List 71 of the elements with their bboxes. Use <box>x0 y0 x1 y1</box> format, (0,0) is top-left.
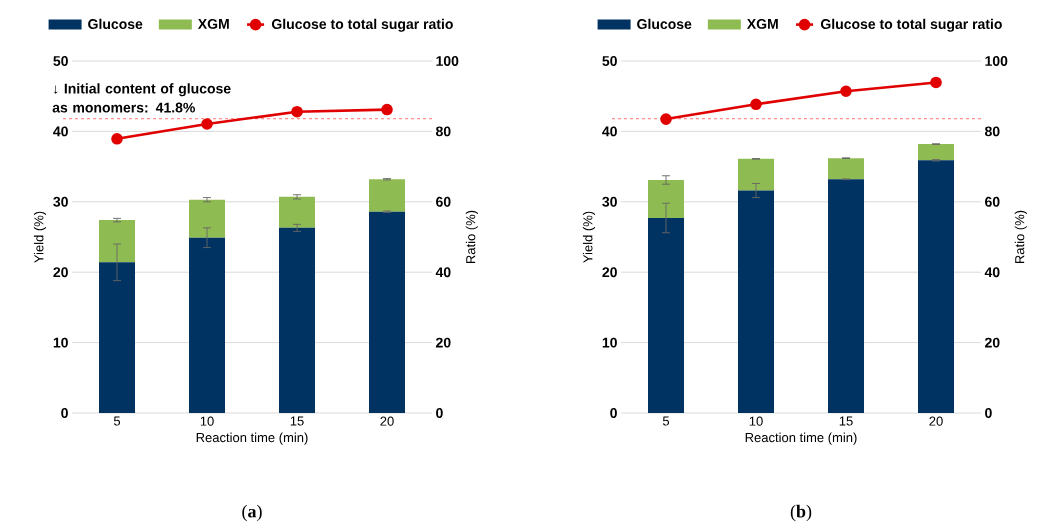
bar <box>828 158 865 180</box>
bar <box>738 190 775 413</box>
y-axis-title: Yield (%) <box>33 211 47 263</box>
bar <box>369 211 405 413</box>
point <box>660 113 672 125</box>
y2-tick-label: 40 <box>984 267 1000 278</box>
bar <box>738 158 775 191</box>
bar <box>369 179 405 212</box>
bar <box>99 262 136 413</box>
y-tick-label: 0 <box>61 408 68 418</box>
y2-tick-label: 0 <box>985 408 992 418</box>
x-tick-label: 20 <box>929 416 943 426</box>
point <box>840 85 852 98</box>
point <box>750 98 762 111</box>
y-tick-label: 40 <box>53 126 68 137</box>
y2-axis-title: Ratio (%) <box>1014 210 1027 264</box>
text: (b) <box>790 504 812 522</box>
y-tick-label: 40 <box>602 126 617 137</box>
point <box>381 103 393 116</box>
legend-label: XGM <box>197 18 229 29</box>
y2-tick-label: 0 <box>436 408 443 418</box>
x-axis-title: Reaction time (min) <box>745 432 857 445</box>
y-tick-label: 50 <box>602 56 617 66</box>
bar <box>99 220 136 263</box>
point <box>111 132 123 145</box>
y-tick-label: 0 <box>610 408 617 418</box>
y2-tick-label: 60 <box>436 196 451 207</box>
point <box>291 105 303 118</box>
y-tick-label: 10 <box>53 337 68 348</box>
bar <box>279 196 315 228</box>
y2-tick-label: 100 <box>985 56 1008 66</box>
ref-line-label: ↓ Initial content of glucose as monomers: 41.8% <box>52 83 231 113</box>
legend-label: Glucose <box>88 18 143 30</box>
y2-tick-label: 100 <box>436 56 459 66</box>
y-tick-label: 30 <box>602 196 617 207</box>
legend-label: Glucose to total sugar ratio <box>820 18 1002 32</box>
y-tick-label: 10 <box>602 337 617 348</box>
x-tick-label: 20 <box>380 416 394 426</box>
y-tick-label: 20 <box>53 267 68 278</box>
x-axis-title: Reaction time (min) <box>196 432 308 445</box>
y2-tick-label: 20 <box>985 337 1000 348</box>
point <box>201 118 213 130</box>
bar <box>189 199 225 238</box>
legend-label: XGM <box>746 18 778 29</box>
text: (a) <box>242 504 262 522</box>
bar <box>648 217 685 413</box>
x-tick-label: 10 <box>749 416 763 426</box>
bar <box>279 227 315 413</box>
bar <box>918 160 955 413</box>
legend-label: Glucose to total sugar ratio <box>271 18 453 32</box>
x-tick-label: 5 <box>662 416 670 426</box>
y2-tick-label: 60 <box>985 196 1000 207</box>
y-tick-label: 20 <box>602 267 617 278</box>
y-tick-label: 50 <box>53 56 68 66</box>
y-axis-title: Yield (%) <box>582 211 596 263</box>
x-tick-label: 15 <box>839 416 853 426</box>
y2-tick-label: 80 <box>435 126 451 137</box>
y-tick-label: 30 <box>53 196 68 207</box>
x-tick-label: 15 <box>290 416 304 426</box>
y2-tick-label: 80 <box>984 126 1000 137</box>
y2-axis-title: Ratio (%) <box>465 210 478 264</box>
bar <box>828 179 865 413</box>
bar <box>648 179 685 218</box>
bar <box>918 144 955 161</box>
point <box>930 76 942 89</box>
x-tick-label: 10 <box>200 416 214 426</box>
y2-tick-label: 40 <box>435 267 451 278</box>
bar <box>189 237 225 413</box>
legend-label: Glucose <box>637 18 692 30</box>
y2-tick-label: 20 <box>436 337 451 348</box>
x-tick-label: 5 <box>113 416 121 426</box>
